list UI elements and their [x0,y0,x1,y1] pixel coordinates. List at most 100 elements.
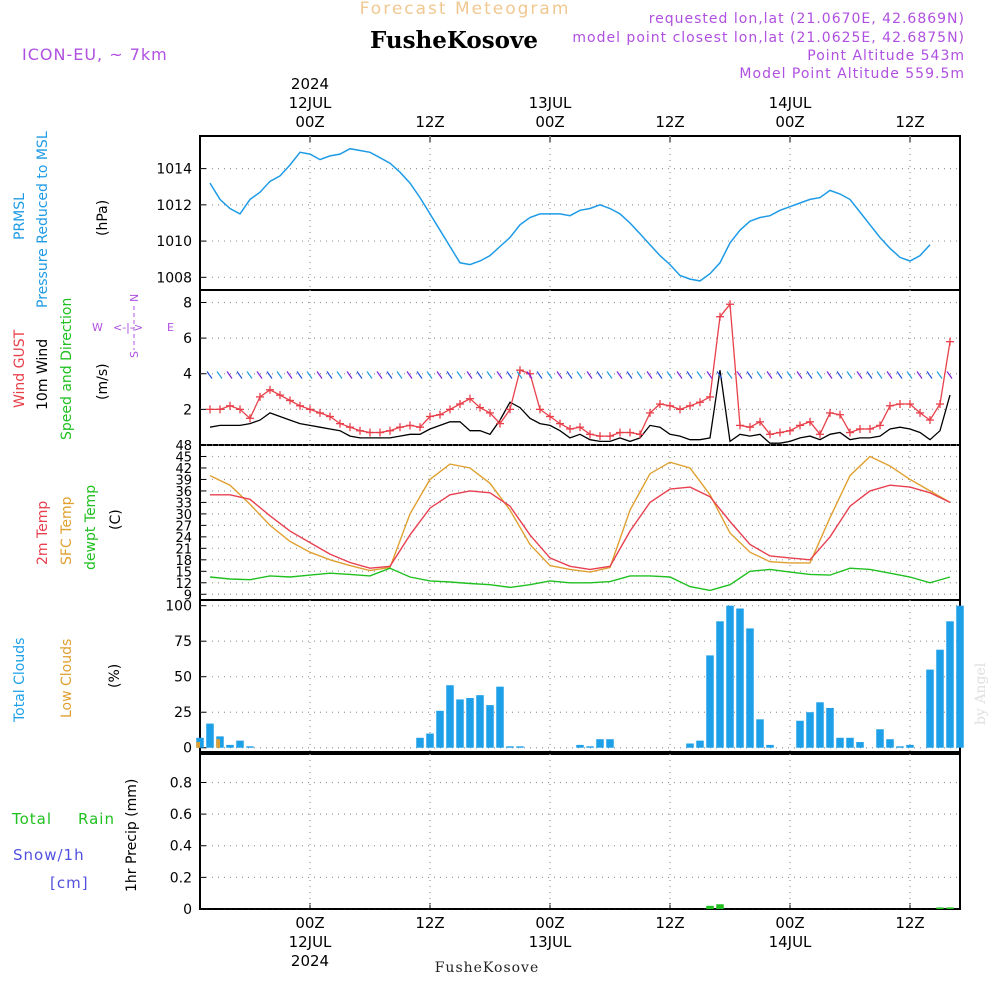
total-clouds-bar [946,621,954,748]
requested-coords: requested lon,lat (21.0670E, 42.6869N) [649,11,965,27]
y-tick-labels: 1008101010121014246891215182124273033363… [156,162,192,918]
total-clouds-bar [246,746,254,748]
y-tick-label: 9 [184,588,192,603]
wind-direction-arrow [306,371,313,379]
model-name: ICON-EU, ~ 7km [22,45,168,64]
rain-bar [946,907,954,909]
total-clouds-bar [516,746,524,748]
time-label-top: 12Z [415,113,444,131]
y-tick-label: 0.4 [170,839,192,855]
rain-bar [716,904,724,909]
total-clouds-bar [886,739,894,748]
y-tick-label: 2 [183,402,192,418]
wind-direction-arrow [486,371,493,379]
total-clouds-bar [506,746,514,748]
wind-direction-arrow [756,371,763,379]
wind-direction-arrow [606,371,613,379]
pressure-label-desc: Pressure Reduced to MSL [35,131,51,308]
wind-direction-arrow [426,371,433,379]
y-tick-label: 0 [183,902,192,918]
time-label-top: 2024 [291,75,329,93]
y-tick-label: 4 [183,367,192,383]
wind-direction-arrow [526,371,533,379]
total-clouds-label: Total Clouds [12,638,28,723]
total-clouds-bar [426,733,434,748]
wind-direction-arrow [656,371,663,379]
wind-direction-arrow [276,371,283,379]
wind-direction-arrow [876,371,883,379]
wind-direction-arrow [206,371,213,379]
y-tick-label: 6 [183,331,192,347]
watermark: by Angel [973,662,989,725]
temp-dewpt-label: dewpt Temp [83,485,99,570]
wind-direction-arrow [766,371,773,379]
sfc-temp-line [209,455,951,573]
2m-temp-line [210,484,951,571]
wind-direction-arrow [816,371,823,379]
total-clouds-bar [436,710,444,748]
y-tick-label: 24 [175,531,192,546]
wind-direction-arrow [296,371,303,379]
wind-direction-arrow [566,371,573,379]
clouds-unit: (%) [107,664,123,688]
wind-direction-arrow [416,371,423,379]
time-label-bottom: 00Z [535,914,564,932]
y-tick-label: 39 [175,473,192,488]
wind-direction-arrow [686,371,693,379]
wind-direction-arrow [806,371,813,379]
compass-horizontal: <-|-> [113,321,143,334]
compass-west: W [92,321,103,334]
temp-unit: (C) [108,509,124,530]
pressure-label-prmsl: PRMSL [12,193,28,240]
low-clouds-label: Low Clouds [59,639,75,718]
wind-direction-arrow [896,371,903,379]
wind-direction-arrow [776,371,783,379]
total-clouds-bar [816,702,824,748]
total-clouds-bar [706,655,714,748]
wind-direction-arrow [646,371,653,379]
location-title: FusheKosove [370,27,538,54]
wind-direction-arrow [366,371,373,379]
wind-direction-arrow [866,371,873,379]
total-clouds-bar [826,707,834,748]
time-label-bottom: 2024 [291,952,329,970]
time-label-top: 12Z [895,113,924,131]
model-altitude: Model Point Altitude 559.5m [739,66,965,82]
pressure-line [209,147,931,282]
rain-bar [706,905,714,909]
total-clouds-bar [236,740,244,748]
time-label-bottom: 13JUL [529,933,572,951]
y-tick-label: 25 [174,705,192,721]
y-tick-label: 1012 [156,198,192,214]
total-clouds-bar [596,739,604,748]
wind-direction-arrow [436,371,443,379]
wind-10m-line [209,370,951,444]
total-clouds-bar [226,744,234,748]
time-label-bottom: 12Z [895,914,924,932]
wind-direction-arrow [946,371,953,379]
wind-direction-arrow [666,371,673,379]
y-tick-label: 21 [175,542,192,557]
total-clouds-bar [416,737,424,748]
time-label-bottom: 12Z [415,914,444,932]
y-tick-label: 0.6 [170,807,192,823]
time-label-top: 00Z [295,113,324,131]
y-tick-label: 18 [175,554,192,569]
y-tick-label: 12 [175,577,192,592]
low-clouds-bar [196,742,200,748]
y-tick-label: 33 [175,496,192,511]
wind-direction-arrow [286,371,293,379]
precip-rain-label: Rain [78,810,115,828]
total-clouds-bar [766,744,774,748]
wind-direction-arrow [356,371,363,379]
wind-gust-line [210,302,951,437]
time-label-top: 00Z [775,113,804,131]
total-clouds-bar [496,686,504,748]
precip-axis-label: 1hr Precip (mm) [124,779,140,892]
wind-direction-arrow [446,371,453,379]
wind-direction-arrow [916,371,923,379]
wind-direction-arrow [256,371,263,379]
wind-direction-arrow [556,371,563,379]
